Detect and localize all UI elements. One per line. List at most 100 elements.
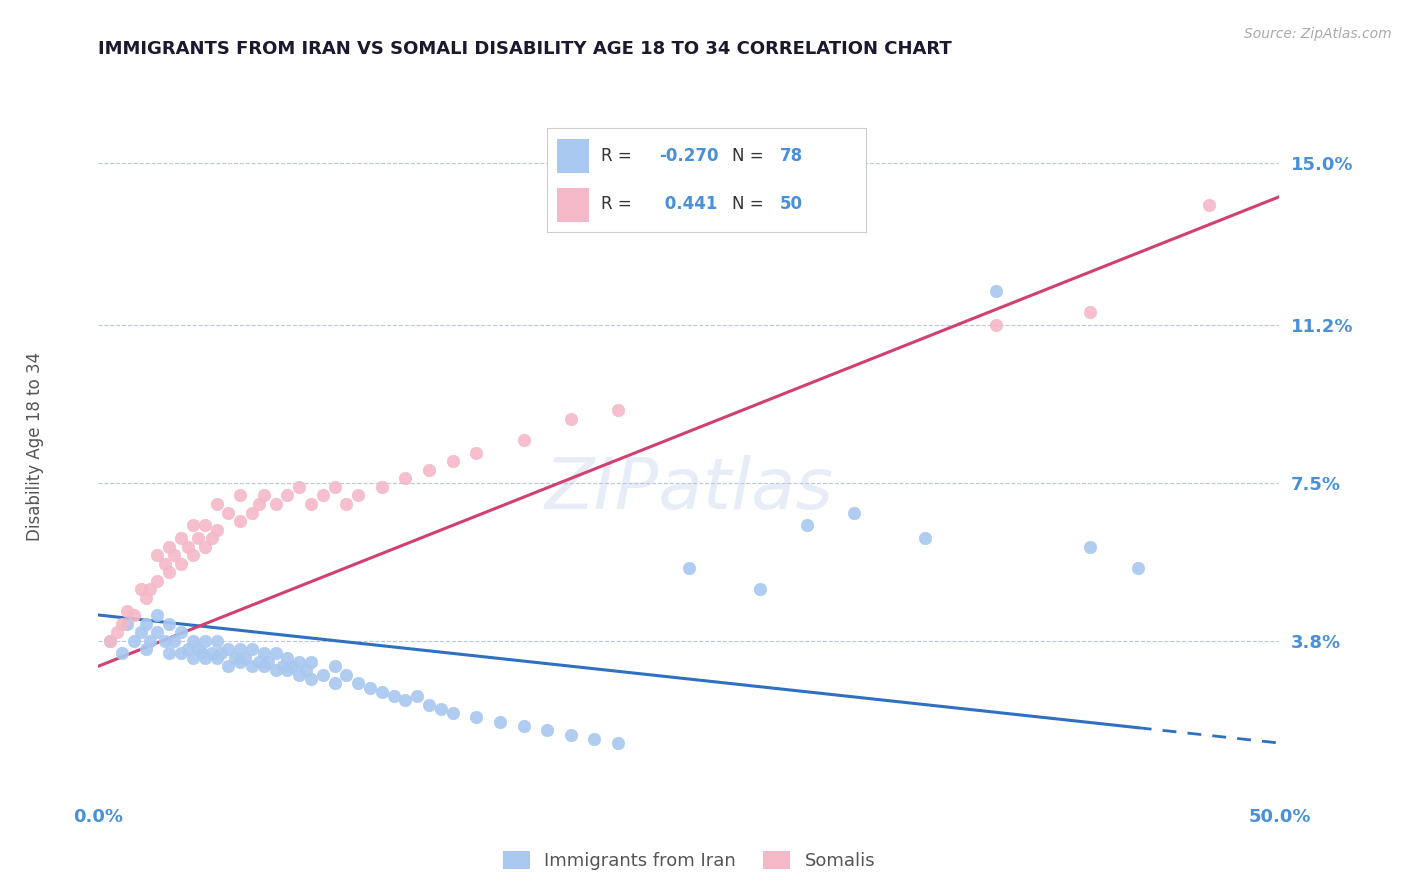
Point	[299, 672, 322, 686]
Point	[1080, 305, 1102, 319]
Point	[177, 642, 200, 657]
Point	[217, 642, 239, 657]
Point	[512, 719, 534, 733]
Point	[489, 714, 512, 729]
Point	[583, 731, 606, 746]
Point	[382, 689, 405, 703]
Point	[441, 706, 464, 721]
Point	[335, 667, 357, 681]
Point	[194, 518, 217, 533]
Point	[135, 616, 157, 631]
Point	[111, 616, 134, 631]
Point	[170, 647, 193, 661]
Point	[153, 633, 176, 648]
Point	[295, 664, 318, 678]
Text: Disability Age 18 to 34: Disability Age 18 to 34	[27, 351, 44, 541]
Point	[844, 506, 866, 520]
Point	[253, 647, 276, 661]
Point	[536, 723, 558, 738]
Point	[465, 710, 488, 724]
Point	[205, 650, 228, 665]
Point	[560, 727, 582, 741]
Point	[240, 659, 263, 673]
Point	[181, 650, 204, 665]
Text: ZIPatlas: ZIPatlas	[544, 455, 834, 524]
Point	[347, 488, 370, 502]
Point	[233, 650, 256, 665]
Point	[984, 284, 1007, 298]
Point	[205, 633, 228, 648]
Point	[229, 514, 252, 528]
Point	[253, 659, 276, 673]
Point	[217, 506, 239, 520]
Point	[240, 642, 263, 657]
Point	[194, 540, 217, 554]
Point	[299, 655, 322, 669]
Point	[512, 433, 534, 447]
Point	[430, 702, 453, 716]
Point	[607, 736, 630, 750]
Point	[146, 607, 169, 622]
Point	[201, 647, 224, 661]
Point	[359, 681, 381, 695]
Point	[177, 540, 200, 554]
Point	[146, 574, 169, 588]
Point	[441, 454, 464, 468]
Point	[146, 548, 169, 562]
Point	[187, 531, 209, 545]
Point	[1080, 540, 1102, 554]
Point	[205, 523, 228, 537]
Point	[607, 403, 630, 417]
Point	[122, 607, 145, 622]
Point	[111, 647, 134, 661]
Point	[257, 655, 280, 669]
Point	[247, 655, 270, 669]
Point	[264, 664, 287, 678]
Point	[371, 480, 394, 494]
Point	[312, 667, 335, 681]
Point	[418, 698, 440, 712]
Point	[163, 548, 186, 562]
Point	[271, 659, 294, 673]
Text: IMMIGRANTS FROM IRAN VS SOMALI DISABILITY AGE 18 TO 34 CORRELATION CHART: IMMIGRANTS FROM IRAN VS SOMALI DISABILIT…	[98, 40, 952, 58]
Point	[187, 642, 209, 657]
Point	[229, 642, 252, 657]
Point	[276, 650, 298, 665]
Point	[170, 531, 193, 545]
Point	[153, 557, 176, 571]
Point	[288, 480, 311, 494]
Point	[135, 642, 157, 657]
Text: Source: ZipAtlas.com: Source: ZipAtlas.com	[1244, 27, 1392, 41]
Point	[748, 582, 770, 597]
Point	[129, 625, 152, 640]
Point	[129, 582, 152, 597]
Point	[229, 655, 252, 669]
Point	[323, 659, 346, 673]
Point	[247, 497, 270, 511]
Point	[209, 647, 232, 661]
Point	[217, 659, 239, 673]
Point	[224, 650, 246, 665]
Point	[201, 531, 224, 545]
Point	[371, 685, 394, 699]
Point	[465, 446, 488, 460]
Point	[115, 604, 138, 618]
Point	[139, 633, 162, 648]
Point	[170, 625, 193, 640]
Point	[560, 411, 582, 425]
Point	[1198, 198, 1220, 212]
Point	[276, 664, 298, 678]
Point	[299, 497, 322, 511]
Point	[323, 676, 346, 690]
Point	[181, 633, 204, 648]
Point	[312, 488, 335, 502]
Point	[181, 548, 204, 562]
Point	[122, 633, 145, 648]
Point	[135, 591, 157, 605]
Point	[157, 540, 180, 554]
Point	[205, 497, 228, 511]
Point	[170, 557, 193, 571]
Legend: Immigrants from Iran, Somalis: Immigrants from Iran, Somalis	[495, 844, 883, 877]
Point	[984, 318, 1007, 332]
Point	[264, 647, 287, 661]
